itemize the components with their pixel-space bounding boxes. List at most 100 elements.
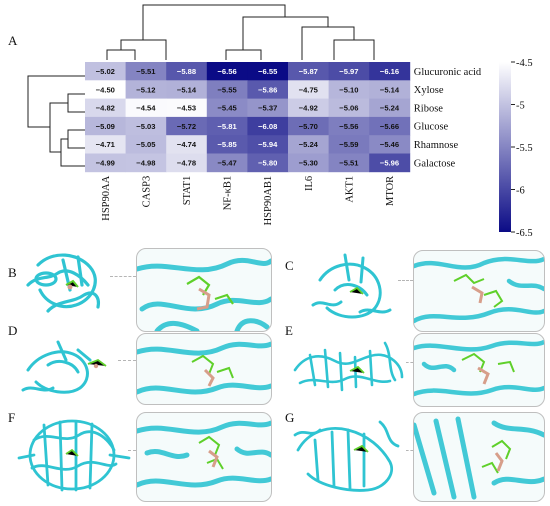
heatmap-cell-value: −4.54 [136,104,156,113]
heatmap-cell [125,135,167,154]
heatmap-cell [288,98,329,118]
panel-letter-e: E [285,323,293,338]
heatmap-row-label: Xylose [414,85,444,96]
col-dendro-branch [301,26,355,60]
heatmap-cells [85,62,411,173]
zoom-connector [118,360,136,361]
heatmap-cell [166,153,208,173]
docking-heatmap: −5.02 −5.51 −5.88 −6.56 −6.55 −5.87 −5.97 −6.16… [27,4,533,239]
heatmap-cell-value: −5.45 [217,104,237,113]
heatmap-cell [288,135,329,154]
heatmap-cell [328,116,370,136]
docking-panel-b-overview [18,245,113,325]
heatmap-cell [247,153,289,173]
zoom-connector [128,450,136,451]
heatmap-cell [125,153,167,173]
colorbar-tick-label: -6.5 [516,228,533,239]
heatmap-cell [166,135,208,154]
binding-pocket-view [137,420,271,488]
heatmap-cell-value: −5.51 [339,158,359,167]
col-dendro-branch [242,16,329,50]
protein-cartoon [311,253,392,319]
heatmap-column-label: IL6 [304,176,315,191]
heatmap-row-label: Ribose [414,103,444,114]
heatmap-cell-value: −5.51 [136,67,156,76]
heatmap-cell-value: −5.03 [136,122,155,131]
heatmap-cell-value: −4.78 [177,158,196,167]
panel-letter-g: G [285,410,295,425]
heatmap-cell [85,116,126,136]
heatmap-column-label: STAT1 [182,176,193,206]
col-dendro-branch [106,49,136,60]
col-dendro-branch [225,49,262,60]
docking-panel-c-overview [305,250,400,330]
heatmap-cell [247,98,289,118]
heatmap-column-labels: HSP90AA CASP3 STAT1 NF-κB1 HSP90AB1 IL6 AKT1 MT… [101,175,396,225]
heatmap-cell-value: −5.09 [96,122,115,131]
heatmap-cell [206,98,248,118]
heatmap-cell [288,116,329,136]
heatmap-row-label: Galactose [414,158,456,169]
heatmap-cell-value: −4.74 [177,140,197,149]
heatmap-cell-value: −5.24 [380,104,400,113]
heatmap-column-label: HSP90AA [101,175,112,220]
heatmap-cell [328,135,370,154]
protein-cartoon [26,253,100,313]
heatmap-cell-value: −4.50 [96,85,115,94]
heatmap-cell-value: −4.71 [96,140,116,149]
docking-panel-d-zoom [136,333,272,405]
heatmap-cell [369,153,411,173]
heatmap-cell-value: −5.14 [380,85,400,94]
binding-pocket-view [414,416,544,500]
heatmap-cell-value: −5.06 [339,104,358,113]
heatmap-cell [206,135,248,154]
heatmap-cell [328,153,370,173]
heatmap-cell-value: −5.96 [380,158,399,167]
heatmap-cell-value: −5.02 [96,67,115,76]
heatmap-cell [206,153,248,173]
heatmap-cell-value: −5.55 [217,85,237,94]
heatmap-cell-value: −5.72 [177,122,196,131]
heatmap-cell [125,80,167,99]
colorbar-ticks: -4.5 -5 -5.5 -6 -6.5 [511,58,533,239]
protein-cartoon [17,419,131,492]
heatmap-cell [288,80,329,99]
row-dendro-branch [67,129,85,149]
zoom-connector [110,276,136,277]
panel-letter-f: F [8,410,16,425]
heatmap-row-labels: Glucuronic acid Xylose Ribose Glucose Rhamno… [414,67,482,170]
heatmap-column-label: NF-κB1 [223,176,234,210]
heatmap-column-label: AKT1 [344,176,355,203]
heatmap-cell [369,135,411,154]
heatmap-cell-value: −6.16 [380,67,399,76]
heatmap-cell [206,80,248,99]
heatmap-cell [166,98,208,118]
heatmap-cell-value: −4.82 [96,104,115,113]
heatmap-cell-value: −6.55 [258,67,278,76]
heatmap-cell-value: −5.80 [258,158,277,167]
row-dendro-branch [49,102,68,153]
heatmap-cell [85,80,126,99]
heatmap-cell-value: −4.92 [299,104,318,113]
docking-panel-d-overview [18,330,123,402]
protein-cartoon [21,340,107,394]
binding-pocket-view [137,341,271,395]
heatmap-value-labels: −5.02 −5.51 −5.88 −6.56 −6.55 −5.87 −5.97 −6.16… [96,67,400,168]
heatmap-cell [288,153,329,173]
heatmap-cell [85,98,126,118]
heatmap-cell-value: −5.47 [217,158,236,167]
heatmap-cell [328,62,370,81]
heatmap-cell-value: −5.86 [258,85,277,94]
heatmap-cell-value: −5.88 [177,67,196,76]
panel-letter-b: B [8,265,17,280]
heatmap-cell-value: −5.85 [217,140,237,149]
row-dendrogram [27,75,85,167]
heatmap-cell [166,80,208,99]
row-dendro-branch [60,138,85,167]
colorbar-tick-label: -5 [516,101,525,112]
docking-panel-g-zoom [413,412,545,502]
heatmap-cell-value: −6.56 [217,67,236,76]
heatmap-cell-value: −5.05 [136,140,156,149]
protein-cartoon [293,341,404,392]
zoom-connector [406,362,413,363]
